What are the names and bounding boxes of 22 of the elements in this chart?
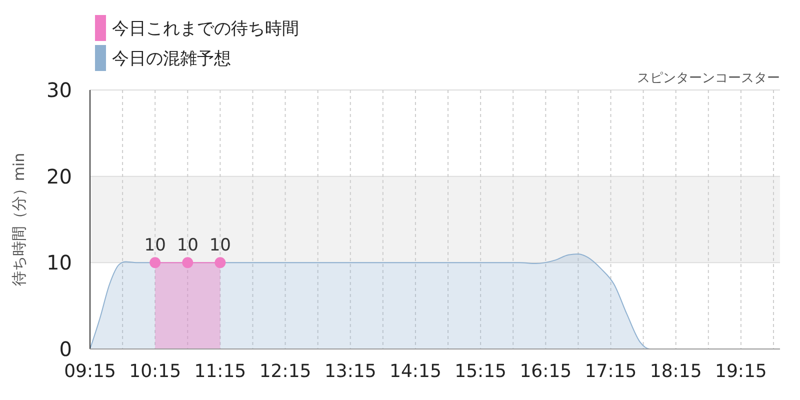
x-tick-label: 16:15 xyxy=(520,361,572,382)
y-tick-label: 20 xyxy=(46,164,72,188)
x-tick-label: 14:15 xyxy=(390,361,442,382)
y-tick-label: 10 xyxy=(46,250,72,275)
x-tick-label: 17:15 xyxy=(584,361,637,382)
x-tick-label: 19:15 xyxy=(715,361,767,382)
y-tick-label: 30 xyxy=(46,78,72,102)
data-label: 10 xyxy=(209,236,232,256)
x-tick-label: 10:15 xyxy=(129,361,182,382)
data-label: 10 xyxy=(176,236,198,256)
x-tick-label: 12:15 xyxy=(259,361,312,382)
legend-label: 今日これまでの待ち時間 xyxy=(112,18,299,39)
x-tick-label: 15:15 xyxy=(454,361,507,382)
x-tick-label: 13:15 xyxy=(324,361,376,382)
legend-label: 今日の混雑予想 xyxy=(112,48,231,69)
y-axis-title: 待ち時間（分）min xyxy=(10,152,28,286)
data-label: 10 xyxy=(144,236,166,256)
y-tick-label: 0 xyxy=(59,337,72,361)
x-tick-label: 18:15 xyxy=(650,361,702,382)
x-tick-label: 09:15 xyxy=(64,361,116,382)
chart-subtitle: スピンターンコースター xyxy=(637,71,780,86)
x-tick-label: 11:15 xyxy=(194,361,246,382)
